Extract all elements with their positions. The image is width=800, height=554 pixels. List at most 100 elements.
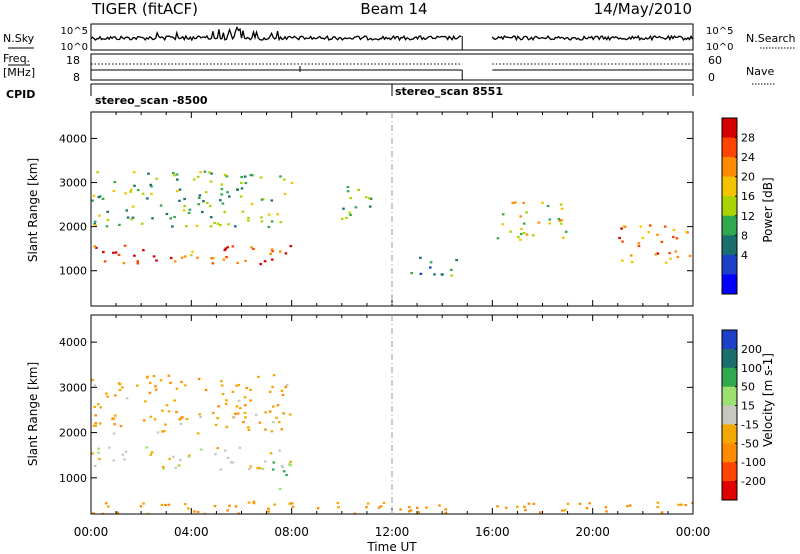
power-cell-235 bbox=[620, 227, 623, 230]
velocity-cell-87 bbox=[136, 384, 139, 387]
power-cell-162 bbox=[346, 190, 350, 193]
power-cell-11 bbox=[263, 260, 267, 263]
power-cell-61 bbox=[243, 175, 247, 178]
velocity-cell-188 bbox=[656, 501, 660, 504]
x-tick-label-6: 00:00 bbox=[676, 525, 711, 539]
power-cell-192 bbox=[525, 211, 528, 214]
velocity-cell-168 bbox=[523, 505, 526, 508]
power-cell-189 bbox=[548, 222, 551, 225]
velocity-cell-128 bbox=[242, 420, 245, 424]
nave-label: Nave bbox=[746, 65, 774, 78]
noise-tick-top: 10^5 bbox=[61, 26, 88, 37]
velocity-cell-79 bbox=[198, 413, 201, 416]
power-cell-163 bbox=[354, 206, 358, 209]
power-cell-206 bbox=[564, 230, 568, 233]
velocity-cell-65 bbox=[212, 412, 215, 415]
power-colorbar-swatch-6 bbox=[722, 235, 737, 256]
power-cell-9 bbox=[117, 253, 121, 256]
power-cell-230 bbox=[672, 235, 675, 239]
x-tick-label-2: 08:00 bbox=[274, 525, 309, 539]
power-cell-78 bbox=[227, 223, 230, 226]
power-cell-83 bbox=[118, 223, 121, 226]
power-cell-122 bbox=[241, 210, 245, 213]
velocity-colorbar-tick-label-5: -50 bbox=[741, 437, 759, 450]
power-cell-174 bbox=[429, 261, 433, 264]
noise-tick-top-right: 10^5 bbox=[706, 26, 733, 37]
power-cell-71 bbox=[188, 208, 192, 211]
velocity-cell-198 bbox=[365, 506, 368, 509]
power-colorbar-swatch-5 bbox=[722, 215, 737, 236]
velocity-cell-41 bbox=[248, 467, 251, 471]
velocity-cell-170 bbox=[187, 507, 190, 510]
power-cell-144 bbox=[183, 197, 186, 201]
velocity-cell-232 bbox=[496, 505, 499, 508]
velocity-cell-144 bbox=[277, 421, 281, 424]
power-cell-179 bbox=[433, 273, 436, 276]
power-cell-216 bbox=[664, 261, 668, 264]
power-cell-187 bbox=[514, 201, 517, 204]
velocity-cell-48 bbox=[224, 402, 228, 406]
power-cell-102 bbox=[225, 175, 229, 178]
velocity-cell-81 bbox=[243, 411, 247, 415]
power-cell-138 bbox=[173, 215, 176, 219]
velocity-cell-146 bbox=[197, 377, 201, 380]
power-cell-181 bbox=[455, 259, 458, 262]
velocity-cell-218 bbox=[183, 503, 187, 506]
velocity-cell-155 bbox=[161, 430, 164, 433]
power-cell-149 bbox=[220, 188, 224, 191]
power-cell-221 bbox=[637, 242, 641, 245]
power-cell-22 bbox=[191, 250, 194, 253]
power-axes: 1000 2000 3000 4000 bbox=[59, 112, 694, 306]
velocity-cell-193 bbox=[160, 503, 164, 506]
velocity-cell-234 bbox=[379, 505, 383, 508]
power-cell-128 bbox=[290, 181, 294, 185]
power-cell-106 bbox=[130, 188, 133, 191]
power-cell-46 bbox=[159, 204, 163, 207]
velocity-colorbar-tick-label-1: 100 bbox=[741, 362, 762, 375]
velocity-cell-83 bbox=[142, 419, 146, 422]
power-cell-89 bbox=[133, 184, 136, 187]
velocity-cell-138 bbox=[91, 378, 94, 382]
power-colorbar-swatch-7 bbox=[722, 254, 737, 275]
power-cell-191 bbox=[519, 232, 523, 236]
power-cell-161 bbox=[369, 197, 373, 200]
velocity-cell-195 bbox=[196, 510, 200, 513]
power-cell-200 bbox=[522, 222, 526, 225]
velocity-cell-187 bbox=[408, 510, 411, 513]
velocity-cell-58 bbox=[244, 404, 247, 407]
velocity-cell-69 bbox=[216, 417, 219, 420]
x-tick-label-3: 12:00 bbox=[375, 525, 410, 539]
velocity-colorbar-tick-label-4: -15 bbox=[741, 418, 759, 431]
velocity-cell-241 bbox=[563, 509, 567, 512]
power-cell-44 bbox=[112, 189, 116, 193]
velocity-cell-227 bbox=[167, 503, 171, 506]
power-cell-84 bbox=[260, 216, 263, 219]
velocity-cell-101 bbox=[153, 418, 157, 421]
velocity-cell-42 bbox=[223, 449, 227, 452]
velocity-cell-121 bbox=[257, 375, 260, 378]
power-cell-79 bbox=[247, 216, 250, 219]
velocity-cell-39 bbox=[264, 460, 267, 463]
velocity-cell-238 bbox=[516, 505, 519, 508]
velocity-cell-28 bbox=[112, 459, 116, 462]
power-cell-137 bbox=[208, 171, 211, 174]
power-cell-124 bbox=[146, 197, 149, 200]
velocity-cell-156 bbox=[249, 399, 252, 402]
power-cell-166 bbox=[342, 207, 345, 210]
power-colorbar-swatch-0 bbox=[722, 118, 737, 139]
nsky-trace-0 bbox=[90, 25, 462, 42]
velocity-cell-36 bbox=[214, 453, 217, 456]
power-cell-82 bbox=[192, 178, 196, 181]
power-cell-60 bbox=[196, 175, 200, 178]
power-cell-190 bbox=[558, 219, 562, 222]
power-cell-135 bbox=[279, 175, 282, 178]
velocity-cell-189 bbox=[213, 505, 217, 508]
velocity-cell-45 bbox=[165, 404, 169, 407]
power-cell-115 bbox=[175, 173, 179, 176]
power-cell-32 bbox=[231, 245, 235, 248]
velocity-cell-51 bbox=[249, 388, 252, 391]
power-cell-12 bbox=[224, 247, 228, 250]
power-cell-126 bbox=[94, 224, 97, 227]
power-cell-175 bbox=[419, 272, 423, 275]
power-cell-237 bbox=[629, 254, 633, 257]
